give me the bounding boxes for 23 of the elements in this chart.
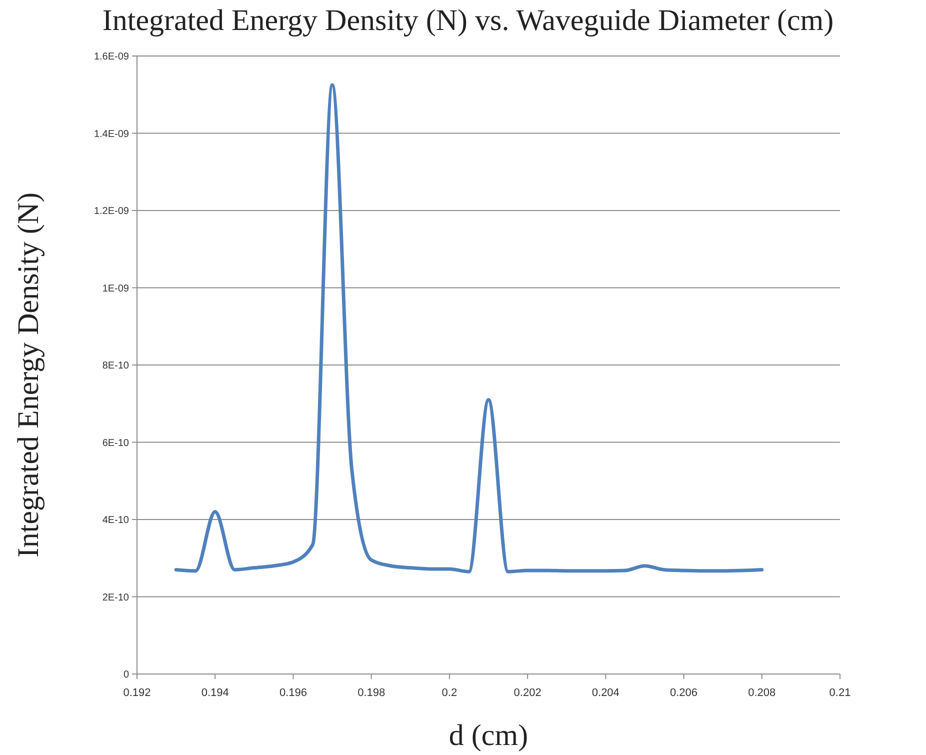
y-tick-label: 1.6E-09 — [94, 52, 130, 62]
y-tick-label: 1E-09 — [102, 283, 130, 294]
y-tick-label: 1.2E-09 — [94, 206, 130, 217]
y-tick-label: 0 — [123, 670, 130, 680]
x-axis-title: d (cm) — [448, 719, 528, 752]
x-tick-label: 0.194 — [201, 687, 229, 699]
x-tick-label: 0.204 — [592, 687, 620, 699]
x-tick-label: 0.202 — [514, 687, 542, 699]
y-tick-label: 4E-10 — [102, 515, 130, 526]
x-tick-label: 0.206 — [670, 687, 698, 699]
y-tick-label: 6E-10 — [102, 438, 130, 449]
x-tick-label: 0.192 — [123, 687, 151, 699]
x-tick-label: 0.208 — [748, 687, 776, 699]
y-axis-title: Integrated Energy Density (N) — [12, 192, 45, 558]
x-tick-label: 0.2 — [442, 687, 458, 699]
x-tick-label: 0.21 — [829, 687, 851, 699]
line-series — [174, 83, 764, 574]
chart-title: Integrated Energy Density (N) vs. Waveguide Diameter (cm) — [102, 4, 834, 37]
y-tick-label: 1.4E-09 — [94, 128, 130, 140]
y-tick-label: 8E-10 — [102, 360, 130, 372]
y-tick-label: 2E-10 — [102, 592, 130, 604]
x-tick-label: 0.196 — [279, 687, 307, 699]
x-tick-label: 0.198 — [358, 687, 386, 699]
